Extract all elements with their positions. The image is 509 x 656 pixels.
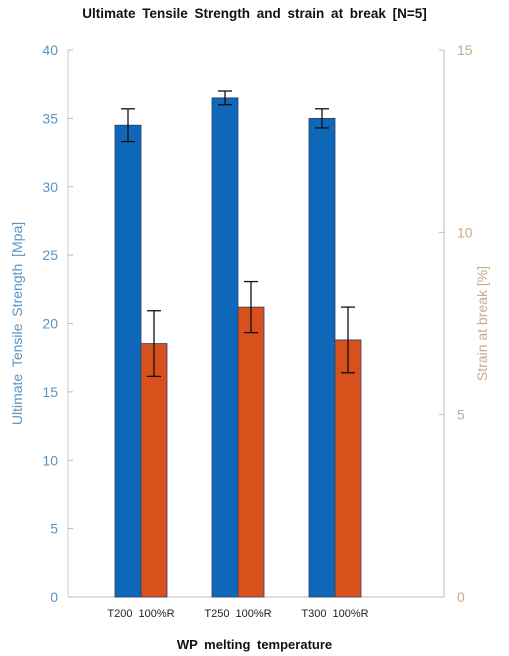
x-tick-label: T200 100%R bbox=[107, 608, 174, 620]
left-tick-label: 30 bbox=[42, 179, 58, 195]
uts-bar bbox=[308, 117, 336, 598]
x-axis-title: WP melting temperature bbox=[176, 637, 333, 652]
left-tick-label: 25 bbox=[42, 247, 58, 263]
left-tick-label: 0 bbox=[50, 589, 58, 605]
left-tick-label: 40 bbox=[42, 42, 58, 58]
chart-title: Ultimate Tensile Strength and strain at … bbox=[82, 6, 427, 21]
strain-bar bbox=[140, 343, 168, 598]
left-tick-label: 35 bbox=[42, 110, 58, 126]
right-tick-label: 0 bbox=[457, 589, 465, 605]
right-axis-title: Strain at break [%] bbox=[474, 266, 490, 381]
strain-bar bbox=[334, 339, 362, 598]
left-tick-label: 15 bbox=[42, 384, 58, 400]
uts-bar bbox=[114, 124, 142, 598]
labels-layer: 0 5 10 15 20 25 30 35 40 0 5 10 15 Ultimate Tensile S… bbox=[9, 42, 490, 620]
bars-layer bbox=[114, 97, 362, 598]
right-tick-label: 10 bbox=[457, 224, 473, 240]
x-tick-label: T300 100%R bbox=[301, 608, 368, 620]
strain-bar bbox=[237, 306, 265, 598]
left-axis-title: Ultimate Tensile Strength [Mpa] bbox=[9, 222, 25, 425]
x-tick-label: T250 100%R bbox=[204, 608, 271, 620]
right-tick-label: 15 bbox=[457, 42, 473, 58]
left-tick-label: 5 bbox=[50, 521, 58, 537]
uts-bar bbox=[211, 97, 239, 598]
left-tick-label: 10 bbox=[42, 452, 58, 468]
right-tick-label: 5 bbox=[457, 407, 465, 423]
error-bars-layer bbox=[121, 90, 355, 378]
left-tick-label: 20 bbox=[42, 316, 58, 332]
